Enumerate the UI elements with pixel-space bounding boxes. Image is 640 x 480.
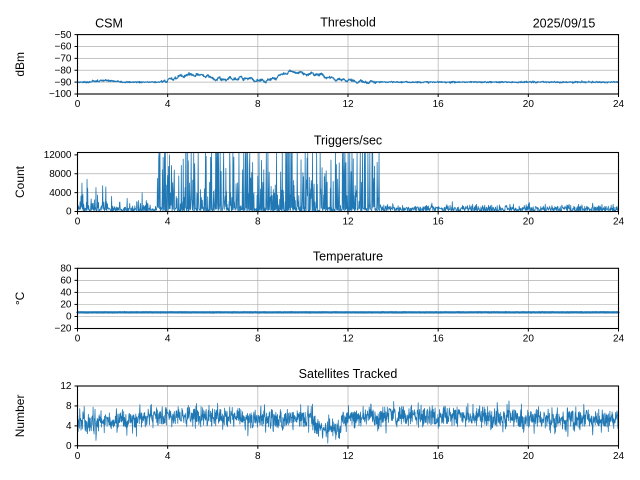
svg-text:12000: 12000 [44,150,72,161]
svg-text:8000: 8000 [49,169,72,180]
svg-text:16: 16 [433,334,445,345]
svg-text:Temperature: Temperature [313,249,383,263]
svg-text:0: 0 [66,312,72,323]
svg-text:Threshold: Threshold [320,16,376,30]
svg-text:2025/09/15: 2025/09/15 [533,17,596,31]
svg-text:20: 20 [60,300,72,311]
svg-text:12: 12 [60,381,72,392]
svg-text:12: 12 [342,334,354,345]
svg-text:16: 16 [433,99,445,110]
svg-text:4: 4 [66,421,72,432]
svg-text:0: 0 [75,451,81,462]
svg-text:24: 24 [613,334,625,345]
svg-text:16: 16 [433,217,445,228]
svg-text:4: 4 [165,334,171,345]
svg-text:20: 20 [523,334,535,345]
svg-text:Count: Count [13,165,27,198]
svg-text:80: 80 [60,264,72,275]
svg-text:0: 0 [75,217,81,228]
svg-text:Number: Number [13,395,27,438]
svg-text:−100: −100 [49,89,72,100]
svg-text:8: 8 [255,217,261,228]
svg-text:−60: −60 [55,42,72,53]
svg-text:8: 8 [255,451,261,462]
svg-text:24: 24 [613,217,625,228]
svg-text:20: 20 [523,99,535,110]
svg-text:Satellites Tracked: Satellites Tracked [299,367,398,381]
svg-text:dBm: dBm [13,52,27,77]
svg-text:−70: −70 [55,54,72,65]
svg-text:40: 40 [60,288,72,299]
svg-text:12: 12 [342,217,354,228]
svg-text:−50: −50 [55,30,72,41]
svg-text:8: 8 [66,401,72,412]
svg-text:4: 4 [165,451,171,462]
svg-text:0: 0 [66,441,72,452]
svg-text:−80: −80 [55,65,72,76]
svg-text:−90: −90 [55,77,72,88]
svg-text:8: 8 [255,334,261,345]
svg-text:0: 0 [66,207,72,218]
svg-text:0: 0 [75,334,81,345]
svg-text:12: 12 [342,99,354,110]
svg-text:Triggers/sec: Triggers/sec [314,134,382,148]
svg-text:°C: °C [13,291,27,305]
svg-text:CSM: CSM [95,17,123,31]
svg-text:8: 8 [255,99,261,110]
svg-text:20: 20 [523,451,535,462]
svg-text:24: 24 [613,451,625,462]
svg-text:16: 16 [433,451,445,462]
svg-text:20: 20 [523,217,535,228]
svg-text:0: 0 [75,99,81,110]
svg-text:4: 4 [165,99,171,110]
svg-text:−20: −20 [55,324,72,335]
svg-text:12: 12 [342,451,354,462]
svg-text:4: 4 [165,217,171,228]
svg-text:4000: 4000 [49,188,72,199]
svg-text:24: 24 [613,99,625,110]
svg-text:60: 60 [60,276,72,287]
